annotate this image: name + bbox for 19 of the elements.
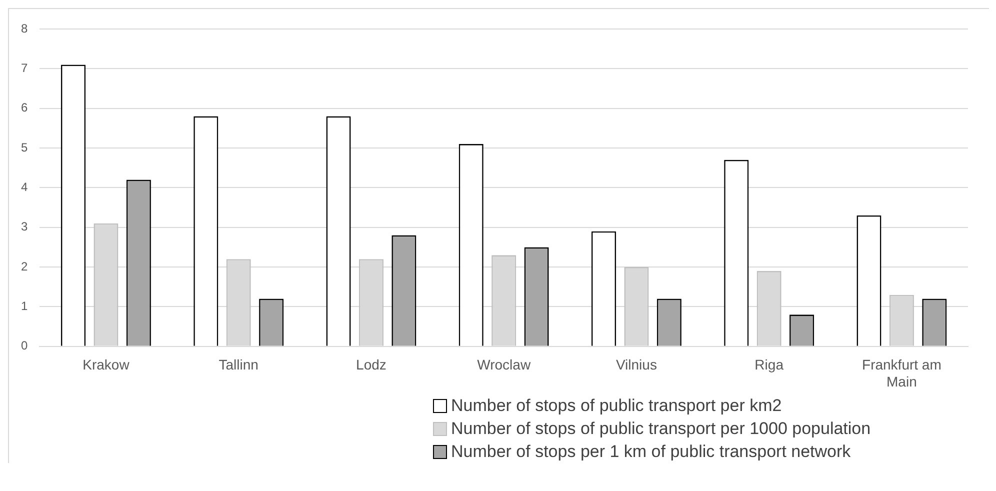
y-tick-label: 7 xyxy=(20,60,28,75)
x-tick-label: Tallinn xyxy=(218,356,258,373)
y-tick-label: 3 xyxy=(20,220,28,234)
y-tick-label: 2 xyxy=(20,259,28,274)
x-tick-label: Vilnius xyxy=(616,356,657,373)
x-tick-label: Lodz xyxy=(356,356,386,373)
x-tick-label: Wroclaw xyxy=(477,356,532,373)
y-tick-label: 4 xyxy=(20,180,28,194)
x-tick-label: Krakow xyxy=(82,356,130,373)
y-tick-label: 1 xyxy=(20,299,28,314)
legend-label: Number of stops of public transport per 1000 population xyxy=(451,418,871,440)
y-tick-label: 5 xyxy=(20,140,28,154)
y-tick-label: 6 xyxy=(20,100,28,115)
y-tick-label: 0 xyxy=(20,338,28,353)
text: Number of stops of public transport per km2 xyxy=(451,395,782,417)
legend-label: Number of stops per 1 km of public transport network xyxy=(451,441,851,463)
x-tick-label: Riga xyxy=(754,356,784,373)
y-tick-label: 8 xyxy=(20,21,28,36)
x-tick-label: Frankfurt am Main xyxy=(862,356,942,390)
